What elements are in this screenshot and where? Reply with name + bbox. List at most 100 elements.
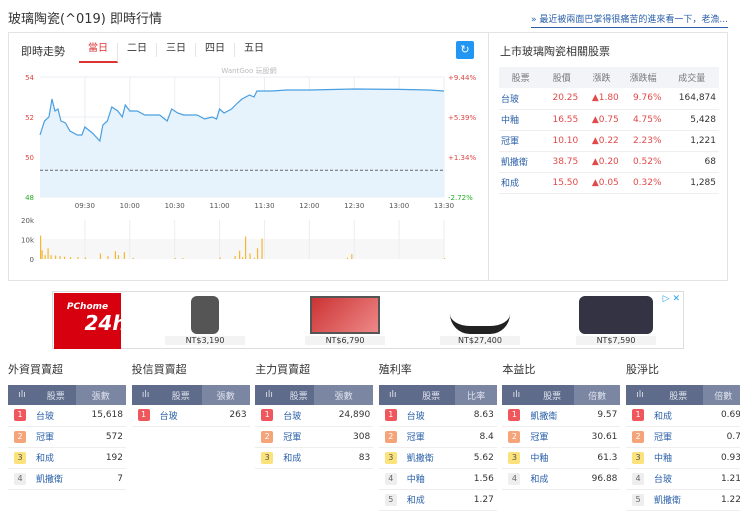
stock-name-link[interactable]: 冠軍 [654,426,703,448]
stock-name-link[interactable]: 中釉 [499,109,543,131]
column-header[interactable]: 倍數 [573,385,621,405]
column-header[interactable]: 比率 [455,385,497,405]
table-row[interactable]: 4 和成 96.88 [502,468,621,490]
tab-4d[interactable]: 四日 [196,43,235,57]
table-row[interactable]: 5 和成 1.27 [378,489,497,511]
stock-name-link[interactable]: 台玻 [283,405,315,427]
stock-name-link[interactable]: 台玻 [159,405,203,427]
stock-name-link[interactable]: 中釉 [654,447,703,469]
stock-name-link[interactable]: 冠軍 [283,426,315,448]
table-row[interactable]: 3 中釉 61.3 [502,447,621,469]
table-row[interactable]: 2 冠軍 0.7 [626,426,740,448]
table-row[interactable]: 1 台玻 263 [131,405,250,427]
stock-name-link[interactable]: 凱撒衛 [654,489,703,511]
stock-name-link[interactable]: 和成 [283,447,315,469]
stock-name-link[interactable]: 和成 [530,468,574,490]
value: 1.21 [702,468,740,490]
stock-name-link[interactable]: 台玻 [499,88,543,110]
stock-name-link[interactable]: 凱撒衛 [530,405,574,427]
value: 24,890 [314,405,374,427]
table-row[interactable]: 1 台玻 24,890 [255,405,374,427]
stock-name-link[interactable]: 冠軍 [499,130,543,152]
stock-name-link[interactable]: 台玻 [654,468,703,490]
column-header[interactable]: 倍數 [702,385,740,405]
stock-name-link[interactable]: 和成 [36,447,76,469]
tab-2d[interactable]: 二日 [118,43,157,57]
stock-name-link[interactable]: 和成 [654,405,703,427]
rank-badge: 3 [261,451,274,464]
stock-name-link[interactable]: 中釉 [530,447,574,469]
ad-banner[interactable]: PChome 24h NT$3,190 NT$6,790 NT$27,400 NT… [52,291,684,349]
change: ▲0.22 [581,130,622,152]
news-link[interactable]: » 最近被兩面巴掌得很痛苦的進來看一下，老漁... [531,12,728,28]
column-header: 成交量 [664,67,719,88]
table-row[interactable]: 1 凱撒衛 9.57 [502,405,621,427]
table-row[interactable]: 2 冠軍 8.4 [378,426,497,448]
column-header: 股票 [530,385,574,405]
table-row[interactable]: 和成 15.50 ▲0.05 0.32% 1,285 [499,172,719,194]
refresh-button[interactable]: ↻ [456,41,474,59]
table-row[interactable]: 2 冠軍 572 [8,426,126,448]
table-row[interactable]: 3 中釉 0.93 [626,447,740,469]
tab-3d[interactable]: 三日 [157,43,196,57]
table-row[interactable]: 2 冠軍 30.61 [502,426,621,448]
table-row[interactable]: 3 和成 192 [8,447,126,469]
x-tick-label: 12:30 [344,202,364,210]
ad-product[interactable]: NT$6,790 [305,296,385,348]
column-header[interactable]: 張數 [202,385,250,405]
table-row[interactable]: 1 台玻 8.63 [378,405,497,427]
page-title: 玻璃陶瓷(^019) 即時行情 [8,12,162,27]
column-header[interactable]: 張數 [75,385,126,405]
table-row[interactable]: 4 台玻 1.21 [626,468,740,490]
table-row[interactable]: 4 凱撒衛 7 [8,468,126,490]
volume-bar [99,253,102,259]
tab-1d[interactable]: 當日 [79,43,118,63]
stock-name-link[interactable]: 和成 [499,172,543,194]
table-row[interactable]: 台玻 20.25 ▲1.80 9.76% 164,874 [499,88,719,110]
table-row[interactable]: 1 台玻 15,618 [8,405,126,427]
ranking-table: 投信買賣超 ılı 股票 張數 1 台玻 263 [131,361,250,427]
stock-name-link[interactable]: 凱撒衛 [499,151,543,173]
change-pct: 0.52% [621,151,665,173]
change-pct: 4.75% [621,109,665,131]
stock-name-link[interactable]: 凱撒衛 [36,468,76,490]
tab-5d[interactable]: 五日 [244,43,264,54]
ad-product[interactable]: NT$3,190 [165,296,245,348]
volume-bar [59,256,61,259]
table-row[interactable]: 1 和成 0.69 [626,405,740,427]
table-row[interactable]: 4 中釉 1.56 [378,468,497,490]
volume-bar [239,250,241,259]
table-row[interactable]: 3 和成 83 [255,447,374,469]
rank-badge: 3 [508,451,521,464]
table-row[interactable]: 5 凱撒衛 1.22 [626,489,740,511]
column-header: 股票 [159,385,203,405]
column-header[interactable]: 張數 [314,385,374,405]
volume: 5,428 [664,109,719,131]
stock-name-link[interactable]: 和成 [406,489,456,511]
volume-bar [261,238,263,259]
column-header: 股票 [36,385,76,405]
stock-name-link[interactable]: 中釉 [406,468,456,490]
stock-name-link[interactable]: 冠軍 [406,426,456,448]
volume-bar [219,257,221,259]
stock-name-link[interactable]: 凱撒衛 [406,447,456,469]
stock-name-link[interactable]: 台玻 [36,405,76,427]
table-row[interactable]: 冠軍 10.10 ▲0.22 2.23% 1,221 [499,130,719,152]
table-row[interactable]: 中釉 16.55 ▲0.75 4.75% 5,428 [499,109,719,131]
volume-bar [444,258,446,259]
price-area [40,89,444,197]
ad-choices-icon[interactable]: ▷ ✕ [662,294,680,304]
table-row[interactable]: 3 凱撒衛 5.62 [378,447,497,469]
rank-badge: 1 [137,409,150,422]
stock-name-link[interactable]: 冠軍 [36,426,76,448]
table-row[interactable]: 凱撒衛 38.75 ▲0.20 0.52% 68 [499,151,719,173]
rank-badge: 2 [261,430,274,443]
change: ▲0.75 [581,109,622,131]
rank-badge: 1 [508,409,521,422]
stock-name-link[interactable]: 冠軍 [530,426,574,448]
quote-card: 即時走勢 當日 二日 三日 四日 五日 ↻ WantGoo 玩股網 54 +9.44… [8,32,728,281]
ad-product[interactable]: NT$27,400 [440,296,520,348]
ad-product[interactable]: NT$7,590 [576,296,656,348]
table-row[interactable]: 2 冠軍 308 [255,426,374,448]
stock-name-link[interactable]: 台玻 [406,405,456,427]
